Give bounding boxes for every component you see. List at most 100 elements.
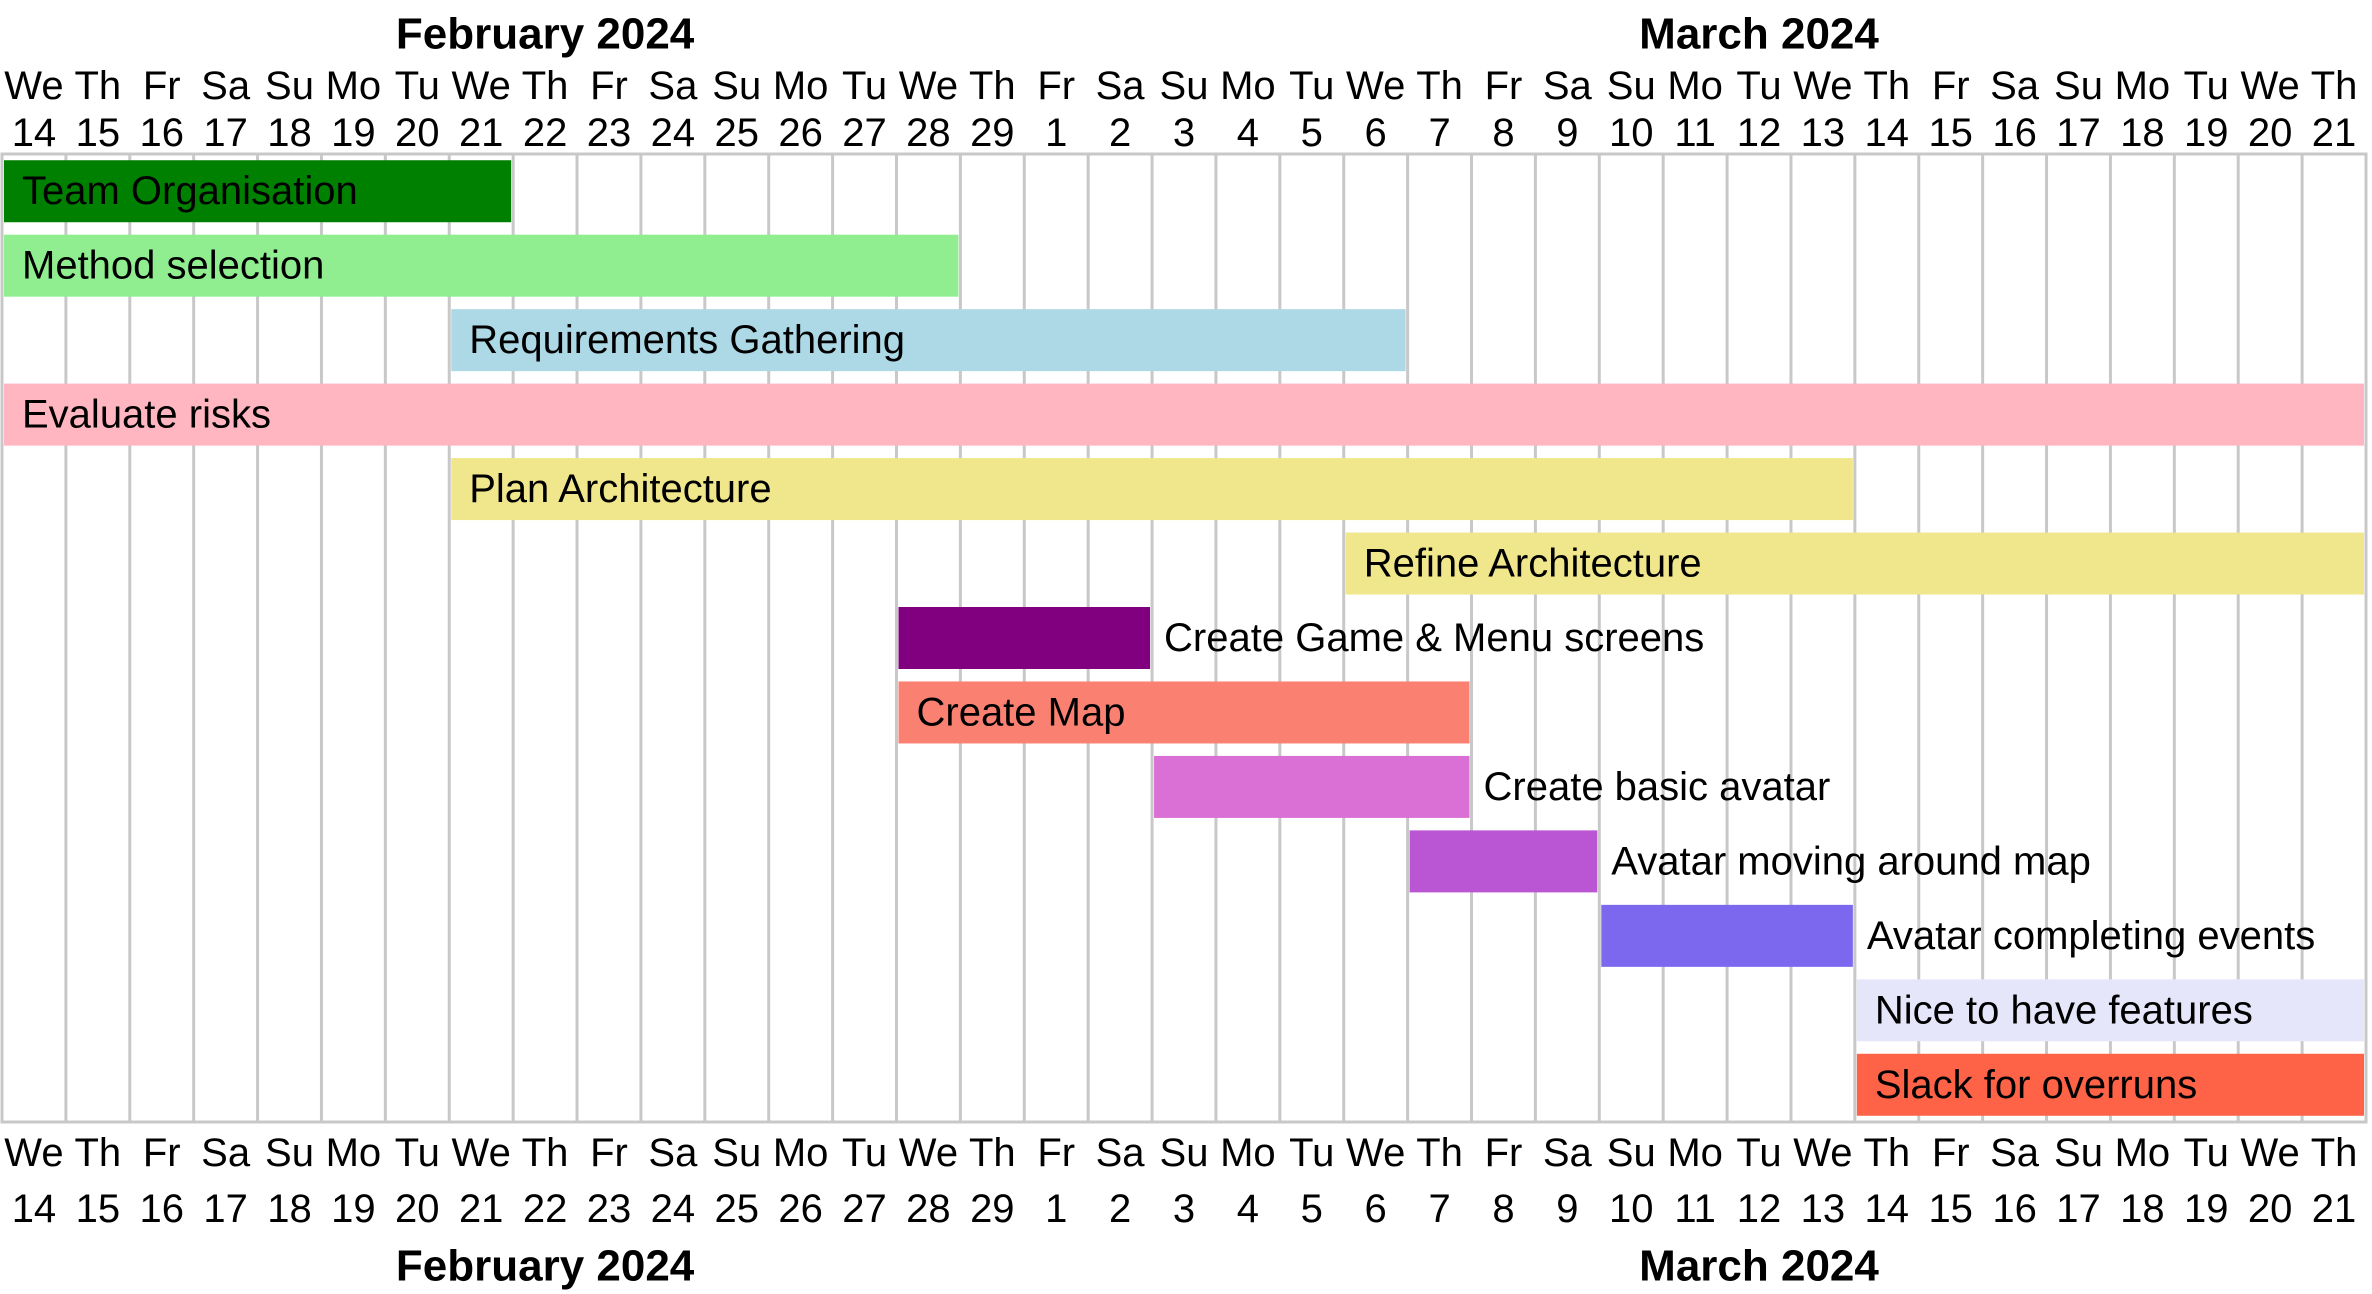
day-tick-label: 13	[1801, 1187, 1846, 1231]
weekday-tick-label: Su	[1160, 1131, 1209, 1175]
weekday-tick-label: We	[1346, 64, 1405, 108]
weekday-tick-label: Mo	[326, 1131, 382, 1175]
task-label: Plan Architecture	[469, 467, 771, 511]
chart-frame	[0, 152, 2368, 1124]
task-label: Nice to have features	[1875, 988, 2253, 1032]
weekday-tick-label: Th	[74, 64, 121, 108]
day-tick-label: 21	[459, 1187, 504, 1231]
task-bar	[451, 458, 1853, 521]
weekday-tick-label: We	[2241, 64, 2300, 108]
weekday-tick-label: Th	[1416, 1131, 1463, 1175]
task-label: Evaluate risks	[22, 393, 271, 437]
weekday-tick-label: Fr	[143, 64, 181, 108]
weekday-tick-label: Su	[1607, 64, 1656, 108]
task-label: Slack for overruns	[1875, 1063, 2197, 1107]
day-tick-label: 27	[842, 111, 887, 155]
task-bars	[4, 160, 2364, 1116]
day-tick-label: 27	[842, 1187, 887, 1231]
day-tick-label: 1	[1045, 1187, 1067, 1231]
weekday-tick-label: Tu	[1289, 64, 1334, 108]
day-tick-label: 18	[267, 1187, 312, 1231]
day-tick-label: 29	[970, 1187, 1015, 1231]
day-tick-label: 18	[2120, 111, 2165, 155]
day-tick-label: 12	[1737, 1187, 1782, 1231]
weekday-tick-label: We	[1346, 1131, 1405, 1175]
day-tick-label: 23	[587, 111, 632, 155]
weekday-tick-label: Sa	[201, 64, 251, 108]
weekday-tick-label: Su	[2054, 1131, 2103, 1175]
day-tick-label: 19	[2184, 1187, 2229, 1231]
day-tick-label: 4	[1237, 111, 1259, 155]
task-bar	[1409, 830, 1598, 893]
day-tick-label: 3	[1173, 111, 1195, 155]
day-tick-label: 21	[459, 111, 504, 155]
task-bar	[898, 607, 1151, 669]
day-tick-label: 9	[1556, 111, 1578, 155]
day-tick-label: 24	[651, 1187, 696, 1231]
weekday-tick-label: Mo	[2115, 64, 2171, 108]
day-tick-label: 21	[2312, 1187, 2357, 1231]
task-label: Refine Architecture	[1364, 542, 1702, 586]
task-bar	[4, 234, 959, 297]
day-tick-label: 11	[1674, 111, 1716, 155]
weekday-tick-label: Sa	[1543, 1131, 1593, 1175]
day-tick-label: 16	[139, 1187, 184, 1231]
day-tick-label: 14	[1865, 1187, 1910, 1231]
day-tick-label: 20	[2248, 111, 2293, 155]
task-bar	[898, 681, 1470, 744]
day-tick-label: 11	[1674, 1187, 1716, 1231]
day-tick-label: 16	[139, 111, 184, 155]
weekday-tick-label: Su	[265, 64, 314, 108]
weekday-tick-label: Mo	[2115, 1131, 2171, 1175]
weekday-tick-label: Th	[1863, 64, 1910, 108]
day-tick-label: 25	[715, 111, 760, 155]
weekday-tick-label: Mo	[1667, 1131, 1723, 1175]
day-tick-label: 4	[1237, 1187, 1259, 1231]
day-tick-label: 14	[12, 1187, 57, 1231]
weekday-tick-label: Su	[1607, 1131, 1656, 1175]
weekday-tick-label: Sa	[648, 64, 698, 108]
task-label: Create Game & Menu screens	[1164, 616, 1704, 660]
day-tick-label: 21	[2312, 111, 2357, 155]
weekday-tick-label: We	[452, 64, 511, 108]
weekday-tick-label: Th	[1416, 64, 1463, 108]
weekday-tick-label: Fr	[143, 1131, 181, 1175]
day-tick-label: 23	[587, 1187, 632, 1231]
day-tick-label: 5	[1301, 111, 1323, 155]
weekday-tick-label: Sa	[1096, 64, 1146, 108]
day-tick-label: 10	[1609, 1187, 1654, 1231]
month-label: February 2024	[396, 10, 695, 59]
weekday-tick-label: Th	[1863, 1131, 1910, 1175]
day-tick-label: 6	[1365, 1187, 1387, 1231]
day-tick-label: 28	[906, 111, 951, 155]
day-tick-label: 17	[203, 1187, 248, 1231]
day-tick-label: 8	[1492, 1187, 1514, 1231]
weekday-tick-label: Fr	[1037, 1131, 1075, 1175]
header-top: February 2024 March 2024We14Th15Fr16Sa17S…	[4, 10, 2357, 156]
task-label: Requirements Gathering	[469, 318, 905, 362]
task-bar	[1345, 532, 2364, 595]
day-tick-label: 25	[715, 1187, 760, 1231]
weekday-tick-label: We	[1793, 1131, 1852, 1175]
day-tick-label: 7	[1428, 111, 1450, 155]
weekday-tick-label: Mo	[773, 1131, 829, 1175]
weekday-tick-label: Th	[522, 1131, 569, 1175]
day-tick-label: 29	[970, 111, 1015, 155]
task-bar	[1856, 979, 2364, 1042]
weekday-tick-label: Sa	[648, 1131, 698, 1175]
day-tick-label: 18	[2120, 1187, 2165, 1231]
header-bottom: February 2024 March 2024We14Th15Fr16Sa17S…	[4, 1131, 2357, 1291]
weekday-tick-label: Fr	[1485, 1131, 1523, 1175]
weekday-tick-label: Su	[712, 64, 761, 108]
task-labels: Team Organisation Method selection Require…	[22, 169, 2315, 1107]
task-bar	[4, 160, 512, 223]
day-tick-label: 14	[12, 111, 57, 155]
weekday-tick-label: Su	[712, 1131, 761, 1175]
day-tick-label: 28	[906, 1187, 951, 1231]
weekday-tick-label: Tu	[1736, 64, 1781, 108]
day-tick-label: 20	[395, 1187, 440, 1231]
weekday-tick-label: Mo	[1220, 1131, 1276, 1175]
day-tick-label: 19	[331, 111, 376, 155]
weekday-tick-label: We	[4, 1131, 63, 1175]
